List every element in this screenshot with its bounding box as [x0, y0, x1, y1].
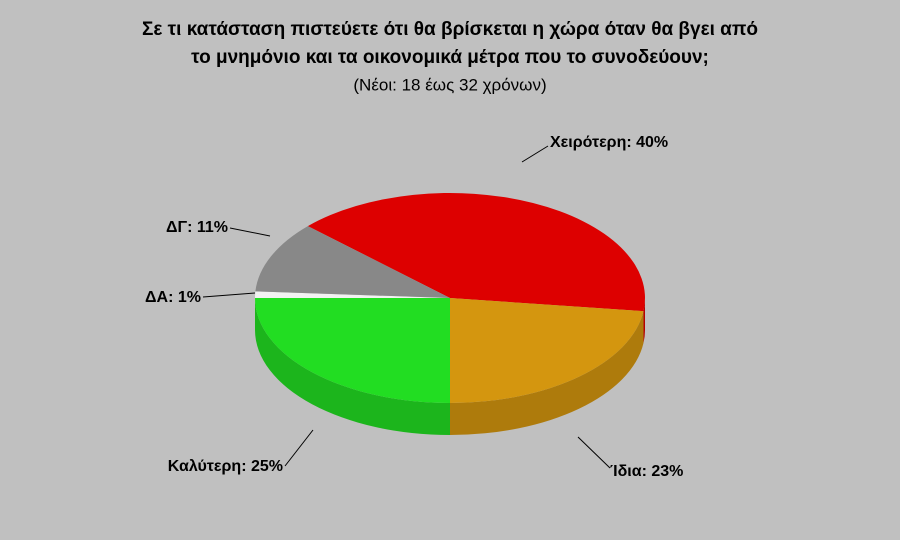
leader-line: [202, 292, 256, 298]
data-label: ΔΓ: 11%: [166, 219, 228, 236]
slice-side: [255, 298, 450, 435]
slice: [255, 226, 450, 298]
slice: [307, 192, 645, 312]
slice: [450, 298, 644, 403]
chart-title: το μνημόνιο και τα οικονομικά μέτρα που …: [191, 47, 709, 68]
leader-line: [229, 227, 271, 237]
leader-line: [577, 436, 611, 469]
chart-title: Σε τι κατάσταση πιστεύετε ότι θα βρίσκετ…: [142, 19, 758, 40]
slice-side: [450, 311, 644, 435]
data-label: Ίδια: 23%: [610, 463, 683, 480]
leader-line: [284, 429, 314, 467]
slice-side: [643, 298, 645, 344]
leader-line: [521, 145, 549, 163]
chart-subtitle: (Νέοι: 18 έως 32 χρόνων): [353, 75, 546, 94]
data-label: Καλύτερη: 25%: [168, 458, 283, 475]
slice: [255, 291, 450, 298]
data-label: Χειρότερη: 40%: [550, 134, 668, 151]
slice: [255, 298, 450, 403]
data-label: ΔΑ: 1%: [145, 289, 201, 306]
